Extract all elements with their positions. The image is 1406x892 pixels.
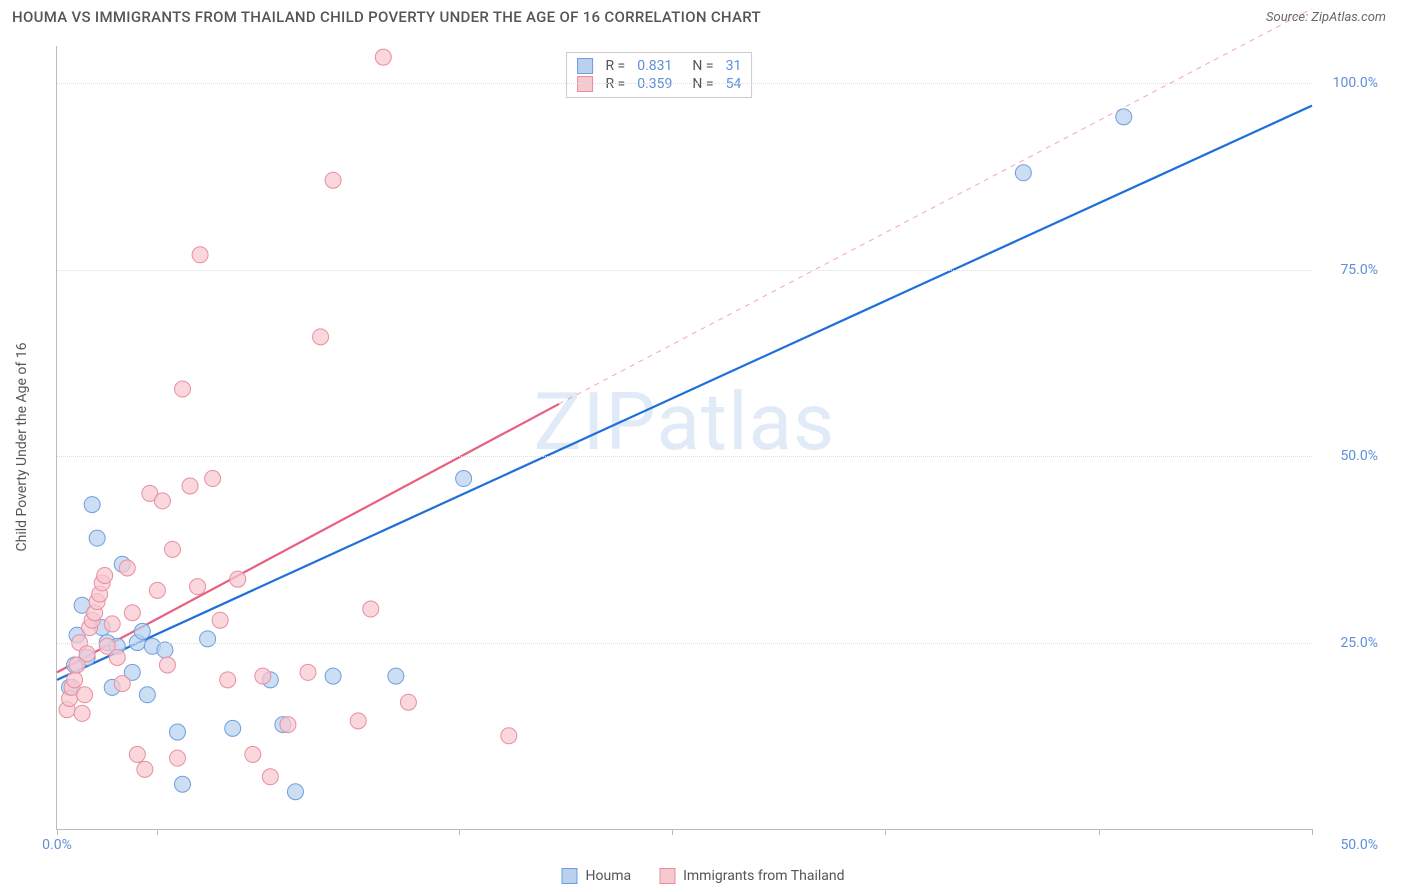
x-tick xyxy=(1312,829,1313,835)
data-point xyxy=(149,582,165,598)
regression-line xyxy=(57,106,1312,680)
chart-container: Child Poverty Under the Age of 16 ZIPatl… xyxy=(28,36,1392,858)
data-point xyxy=(169,750,185,766)
gridline xyxy=(57,643,1312,644)
data-point xyxy=(109,649,125,665)
data-point xyxy=(230,571,246,587)
scatter-plot-svg xyxy=(57,46,1312,829)
x-tick xyxy=(1099,829,1100,835)
series-legend: Houma Immigrants from Thailand xyxy=(562,868,845,884)
legend-row: R = 0.831 N = 31 xyxy=(577,57,741,75)
data-point xyxy=(325,172,341,188)
data-point xyxy=(190,579,206,595)
legend-label: Immigrants from Thailand xyxy=(683,868,844,884)
data-point xyxy=(400,694,416,710)
x-tick-label: 50.0% xyxy=(1340,837,1378,853)
regression-line xyxy=(57,404,559,672)
legend-n-value: 31 xyxy=(726,58,742,74)
data-point xyxy=(350,713,366,729)
data-point xyxy=(97,567,113,583)
y-tick-label: 50.0% xyxy=(1340,448,1378,464)
data-point xyxy=(74,705,90,721)
data-point xyxy=(313,329,329,345)
data-point xyxy=(84,497,100,513)
legend-swatch xyxy=(659,868,675,884)
data-point xyxy=(1015,165,1031,181)
data-point xyxy=(114,676,130,692)
data-point xyxy=(262,769,278,785)
plot-area: ZIPatlas R =0.831N =31R =0.359N =54 25.0… xyxy=(56,46,1312,830)
data-point xyxy=(175,776,191,792)
data-point xyxy=(79,646,95,662)
data-point xyxy=(375,49,391,65)
gridline xyxy=(57,456,1312,457)
data-point xyxy=(363,601,379,617)
chart-title: HOUMA VS IMMIGRANTS FROM THAILAND CHILD … xyxy=(12,8,761,26)
correlation-legend: R =0.831N =31R =0.359N =54 xyxy=(566,52,752,98)
legend-r-label: R = xyxy=(605,58,625,74)
data-point xyxy=(67,672,83,688)
data-point xyxy=(137,761,153,777)
x-tick xyxy=(672,829,673,835)
data-point xyxy=(501,728,517,744)
header: HOUMA VS IMMIGRANTS FROM THAILAND CHILD … xyxy=(0,0,1406,32)
data-point xyxy=(154,493,170,509)
data-point xyxy=(287,784,303,800)
data-point xyxy=(388,668,404,684)
data-point xyxy=(159,657,175,673)
data-point xyxy=(220,672,236,688)
x-tick xyxy=(57,829,58,835)
chart-source: Source: ZipAtlas.com xyxy=(1266,10,1386,25)
legend-item: Immigrants from Thailand xyxy=(659,868,844,884)
legend-swatch xyxy=(562,868,578,884)
x-tick xyxy=(885,829,886,835)
y-tick-label: 75.0% xyxy=(1340,262,1378,278)
data-point xyxy=(169,724,185,740)
data-point xyxy=(245,746,261,762)
data-point xyxy=(192,247,208,263)
legend-label: Houma xyxy=(586,868,632,884)
data-point xyxy=(280,717,296,733)
x-tick-label: 0.0% xyxy=(42,837,72,853)
y-tick-label: 25.0% xyxy=(1340,635,1378,651)
data-point xyxy=(157,642,173,658)
y-tick-label: 100.0% xyxy=(1333,75,1378,91)
legend-swatch xyxy=(577,58,593,74)
data-point xyxy=(134,623,150,639)
data-point xyxy=(124,605,140,621)
data-point xyxy=(255,668,271,684)
data-point xyxy=(200,631,216,647)
legend-r-value: 0.831 xyxy=(637,58,672,74)
legend-n-label: N = xyxy=(692,58,713,74)
data-point xyxy=(300,664,316,680)
data-point xyxy=(175,381,191,397)
data-point xyxy=(164,541,180,557)
data-point xyxy=(129,746,145,762)
y-axis-label: Child Poverty Under the Age of 16 xyxy=(14,343,30,552)
x-tick xyxy=(459,829,460,835)
data-point xyxy=(212,612,228,628)
data-point xyxy=(456,471,472,487)
data-point xyxy=(1116,109,1132,125)
data-point xyxy=(205,471,221,487)
x-tick xyxy=(157,829,158,835)
data-point xyxy=(182,478,198,494)
data-point xyxy=(119,560,135,576)
gridline xyxy=(57,83,1312,84)
data-point xyxy=(225,720,241,736)
data-point xyxy=(77,687,93,703)
data-point xyxy=(325,668,341,684)
gridline xyxy=(57,270,1312,271)
data-point xyxy=(89,530,105,546)
data-point xyxy=(104,616,120,632)
legend-item: Houma xyxy=(562,868,632,884)
data-point xyxy=(139,687,155,703)
